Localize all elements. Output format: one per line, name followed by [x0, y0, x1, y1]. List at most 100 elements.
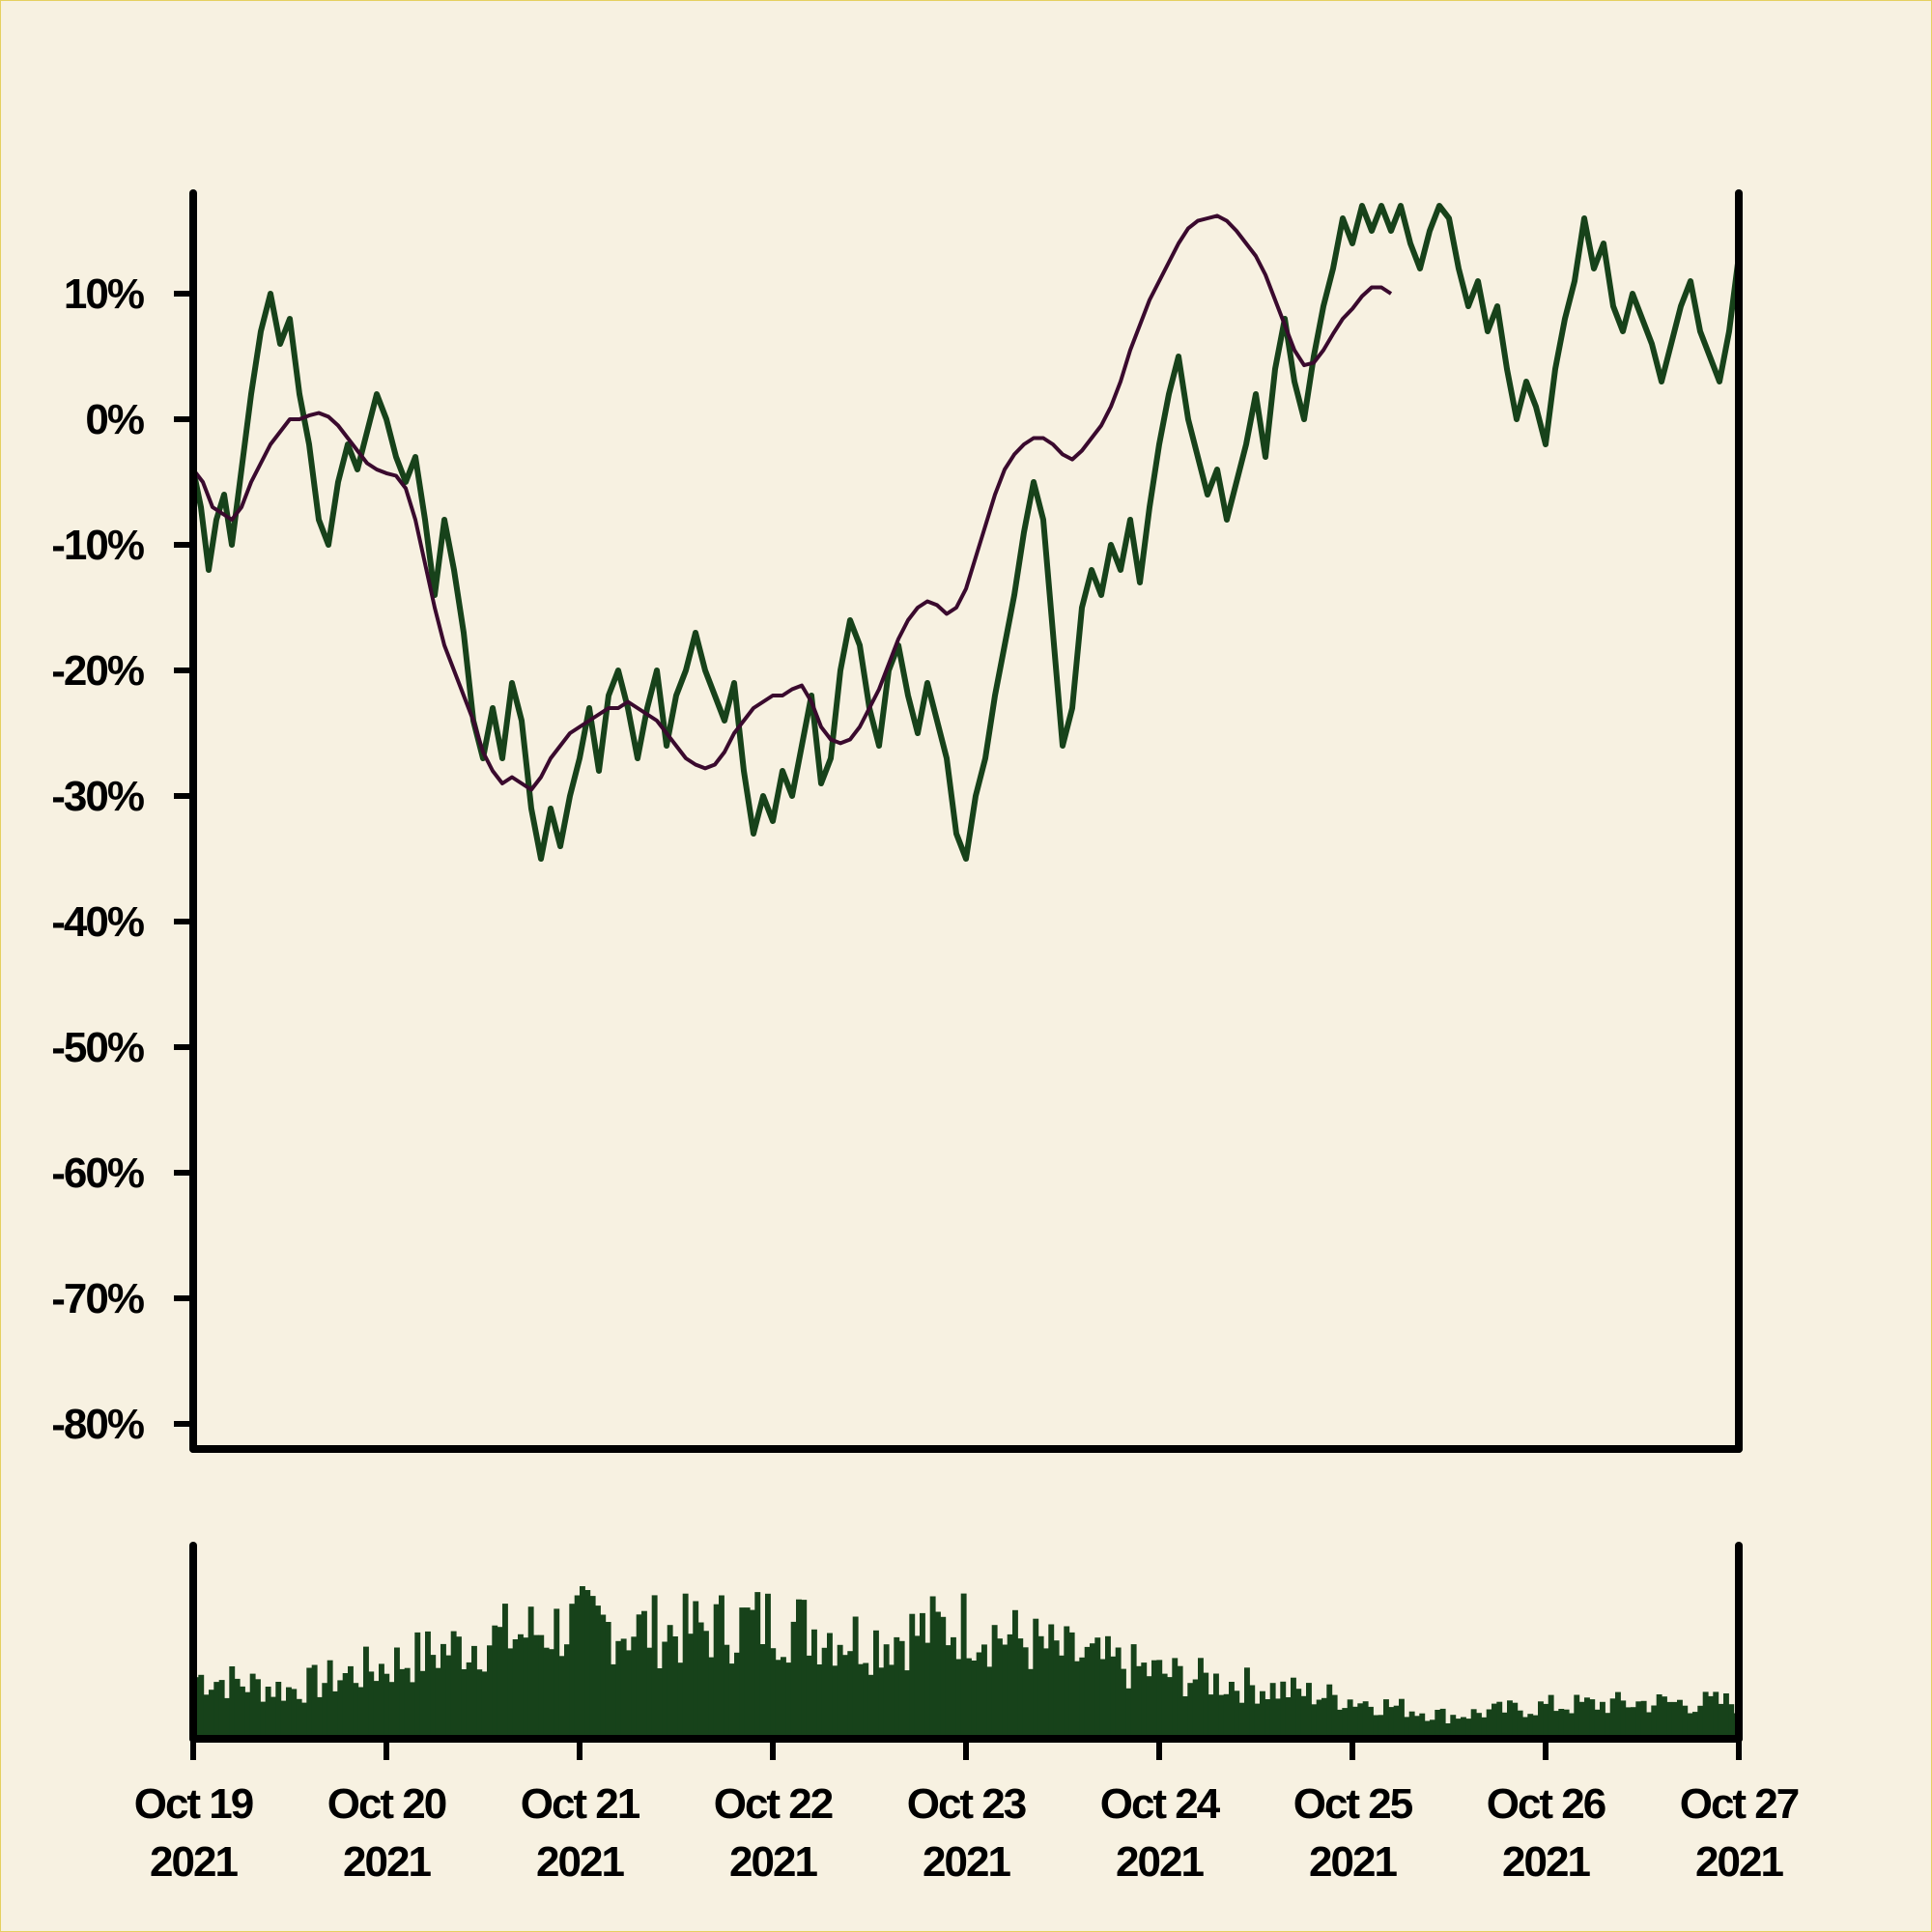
volume-bar	[1430, 1719, 1435, 1739]
volume-bar	[754, 1592, 761, 1739]
volume-bar	[471, 1645, 477, 1739]
volume-bar	[1594, 1709, 1601, 1739]
volume-bar	[476, 1669, 483, 1739]
volume-bar	[1476, 1713, 1482, 1739]
volume-bar	[234, 1678, 241, 1739]
volume-bar	[419, 1670, 426, 1739]
volume-bar	[1110, 1656, 1117, 1739]
volume-bar	[935, 1611, 941, 1739]
volume-bar	[811, 1629, 817, 1739]
y-tick-label: -30%	[51, 773, 144, 820]
volume-bar	[1347, 1699, 1353, 1739]
volume-bar	[750, 1609, 755, 1739]
volume-bar	[430, 1655, 437, 1739]
volume-bar	[986, 1666, 993, 1739]
volume-bar	[1563, 1709, 1570, 1739]
volume-bar	[1037, 1635, 1044, 1739]
volume-bar	[1203, 1672, 1209, 1739]
volume-bar	[265, 1687, 271, 1739]
volume-bar	[960, 1593, 967, 1739]
volume-bar	[332, 1690, 338, 1739]
volume-bar	[466, 1662, 472, 1739]
volume-bar	[357, 1687, 364, 1739]
volume-bar	[1635, 1701, 1642, 1739]
volume-bar	[1589, 1699, 1596, 1739]
volume-bar	[296, 1698, 302, 1739]
volume-bar	[1538, 1701, 1544, 1739]
volume-bar	[1182, 1696, 1188, 1739]
volume-bar	[1074, 1661, 1080, 1739]
volume-bar	[554, 1608, 560, 1739]
y-tick-label: -10%	[51, 522, 144, 569]
volume-bar	[1501, 1712, 1508, 1739]
volume-bar	[1548, 1694, 1554, 1739]
volume-bar	[945, 1645, 952, 1739]
volume-bar	[1229, 1682, 1235, 1739]
x-tick-label-year: 2021	[1309, 1838, 1397, 1886]
volume-bar	[1574, 1694, 1580, 1739]
volume-bar	[595, 1605, 601, 1739]
volume-bar	[1553, 1711, 1559, 1739]
y-tick-label: -50%	[51, 1024, 144, 1071]
volume-bar	[589, 1596, 596, 1739]
volume-bar	[1408, 1711, 1415, 1739]
volume-bar	[1404, 1717, 1410, 1739]
volume-bar	[445, 1655, 452, 1739]
volume-bar	[507, 1648, 514, 1739]
volume-bar	[620, 1638, 627, 1739]
x-tick-label-date: Oct 24	[1100, 1780, 1221, 1828]
volume-bar	[260, 1701, 267, 1739]
volume-bar	[399, 1668, 406, 1739]
volume-bar	[291, 1689, 298, 1739]
volume-bar	[322, 1683, 328, 1739]
volume-bar	[1234, 1690, 1240, 1739]
volume-bar	[203, 1694, 210, 1739]
volume-bar	[929, 1596, 936, 1739]
volume-bar	[1362, 1701, 1369, 1739]
volume-bar	[867, 1674, 874, 1739]
x-tick-label-date: Oct 21	[521, 1780, 640, 1828]
volume-bar	[1326, 1684, 1333, 1739]
volume-bar	[1455, 1719, 1462, 1739]
volume-bar	[1656, 1694, 1662, 1739]
volume-bar	[425, 1631, 431, 1739]
x-tick-label-date: Oct 20	[327, 1780, 446, 1828]
x-tick-label-date: Oct 22	[714, 1780, 833, 1828]
volume-bar	[1651, 1705, 1658, 1739]
volume-bar	[1439, 1708, 1446, 1739]
volume-bar	[863, 1662, 869, 1739]
volume-bar	[317, 1696, 323, 1739]
volume-bar	[697, 1622, 704, 1739]
volume-bar	[1105, 1635, 1111, 1739]
volume-bar	[842, 1655, 848, 1739]
volume-bar	[1094, 1637, 1101, 1739]
volume-bar	[1702, 1691, 1709, 1739]
x-tick-label-year: 2021	[1116, 1838, 1204, 1886]
volume-bar	[1435, 1710, 1441, 1739]
volume-bar	[909, 1613, 916, 1739]
volume-bar	[1532, 1715, 1539, 1739]
volume-bar	[1465, 1719, 1472, 1739]
volume-bar	[327, 1660, 333, 1739]
volume-bar	[1172, 1658, 1179, 1739]
volume-bar	[1249, 1685, 1256, 1739]
x-tick-label-date: Oct 25	[1293, 1780, 1413, 1828]
volume-bar	[605, 1622, 611, 1739]
volume-bar	[209, 1690, 214, 1739]
volume-bar	[924, 1642, 931, 1739]
volume-bar	[878, 1667, 885, 1739]
volume-bar	[368, 1671, 375, 1739]
volume-bar	[1192, 1679, 1199, 1739]
volume-bar	[1718, 1703, 1724, 1739]
volume-bar	[543, 1647, 550, 1739]
volume-bar	[1687, 1713, 1693, 1739]
volume-bar	[249, 1673, 256, 1739]
volume-bar	[672, 1636, 678, 1739]
volume-bar	[728, 1663, 735, 1739]
volume-bar	[806, 1655, 812, 1739]
volume-bar	[461, 1669, 468, 1739]
y-tick-label: 10%	[64, 270, 144, 318]
volume-bar	[641, 1610, 647, 1739]
volume-bar	[533, 1634, 539, 1739]
x-tick-label-year: 2021	[343, 1838, 431, 1886]
